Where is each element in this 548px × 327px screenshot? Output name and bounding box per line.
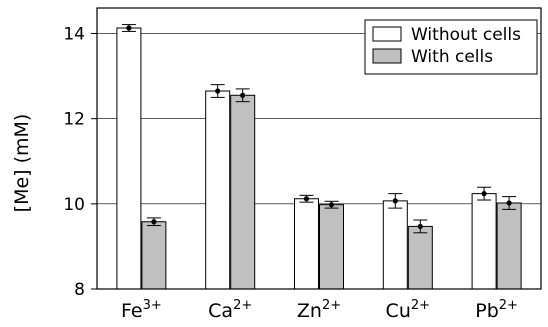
x-axis: Fe3+ Ca2+ Zn2+ Cu2+ Pb2+	[121, 298, 518, 322]
mean-point	[506, 200, 512, 206]
legend-label-with-cells: With cells	[411, 47, 493, 67]
bar-ca-with-cells	[230, 94, 256, 290]
mean-point	[126, 25, 132, 31]
x-tick-label: Cu2+	[386, 298, 430, 322]
x-tick-label-charge: 2+	[499, 298, 518, 313]
mean-point	[328, 202, 335, 208]
x-tick-label-charge: 2+	[233, 298, 252, 313]
mean-point	[215, 88, 221, 94]
x-tick-label-charge: 2+	[411, 298, 430, 313]
mean-point	[417, 223, 423, 230]
bar-cu-without-cells	[382, 200, 408, 290]
y-tick-label: 14	[63, 25, 85, 45]
bar-zn-with-cells	[319, 204, 344, 290]
bar-pb-with-cells	[496, 202, 522, 290]
y-axis: 8 10 12 14	[63, 25, 97, 300]
bar-pb-without-cells	[471, 193, 497, 290]
x-tick-label-charge: 3+	[143, 298, 162, 313]
x-tick-label-charge: 2+	[322, 298, 341, 313]
y-tick-label: 8	[74, 280, 85, 300]
bar-zn-without-cells	[294, 198, 319, 290]
legend-swatch-without-cells	[372, 26, 402, 42]
x-tick-label-base: Ca	[208, 300, 233, 322]
x-tick-label-base: Fe	[121, 300, 143, 322]
legend: Without cells With cells	[364, 19, 538, 75]
bar-fe-without-cells	[116, 27, 142, 290]
bar-ca-without-cells	[205, 90, 231, 290]
bar-cu-with-cells	[407, 225, 433, 290]
legend-label-without-cells: Without cells	[411, 25, 521, 45]
mean-point	[303, 196, 310, 202]
mean-point	[151, 219, 157, 225]
mean-point	[481, 191, 487, 197]
y-tick-label: 10	[63, 195, 85, 215]
x-tick-label: Pb2+	[475, 298, 518, 322]
x-tick-label-base: Zn	[297, 300, 322, 322]
legend-swatch-with-cells	[372, 48, 402, 64]
mean-point	[392, 198, 398, 204]
x-tick-label: Fe3+	[121, 298, 162, 322]
mean-point	[240, 92, 246, 98]
y-tick-label: 12	[63, 110, 85, 130]
error-bars	[121, 24, 517, 234]
y-axis-label: [Me] (mM)	[11, 114, 33, 213]
x-tick-label: Zn2+	[297, 298, 341, 322]
bar-fe-with-cells	[141, 221, 167, 290]
x-tick-label-base: Pb	[475, 300, 499, 322]
plot-frame	[96, 7, 542, 290]
x-tick-label: Ca2+	[208, 298, 252, 322]
x-tick-label-base: Cu	[386, 300, 411, 322]
bars	[116, 27, 522, 290]
